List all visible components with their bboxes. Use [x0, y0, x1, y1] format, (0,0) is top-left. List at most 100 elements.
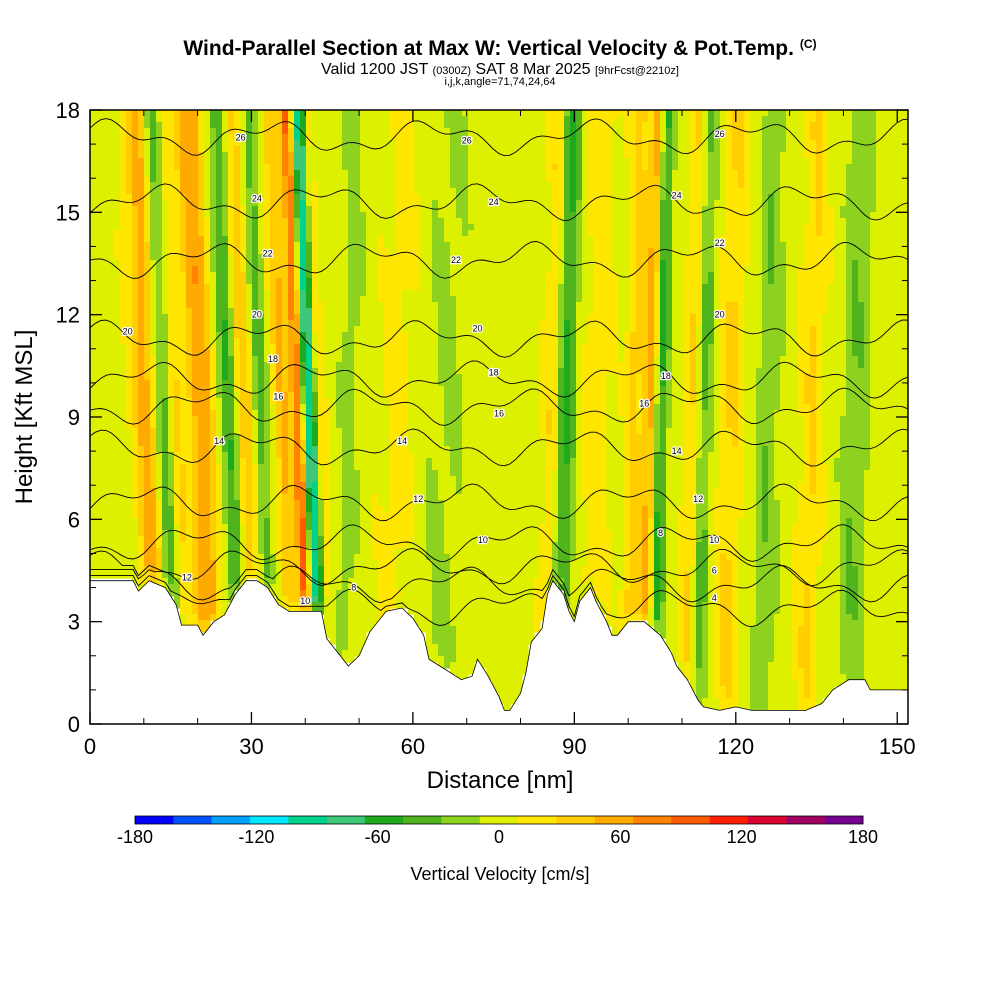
x-tick-label: 150 [879, 734, 916, 759]
x-tick-label: 30 [239, 734, 263, 759]
colorbar-tick-label: 0 [494, 827, 504, 847]
colorbar-swatch [594, 816, 634, 824]
theta-contours [90, 118, 908, 628]
y-tick-label: 18 [56, 98, 80, 123]
y-tick-label: 9 [68, 405, 80, 430]
contour-label: 24 [489, 197, 499, 207]
y-tick-label: 0 [68, 712, 80, 737]
x-axis: 0 30 60 90 120 150 [84, 110, 916, 759]
contour-labels: 26 26 26 24 24 24 22 22 22 20 20 20 20 18 18 18 16 16 16 14… [121, 128, 725, 608]
terrain [89, 579, 909, 725]
theta-contour-20 [90, 319, 908, 358]
contour-label: 26 [236, 132, 246, 142]
contour-label: 6 [712, 566, 717, 576]
colorbar-swatch [709, 816, 749, 824]
colorbar-swatch [441, 816, 481, 824]
theta-contour-16 [90, 387, 908, 426]
colorbar-swatch [135, 816, 174, 824]
contour-label: 16 [273, 392, 283, 402]
y-axis-title: Height [Kft MSL] [11, 329, 38, 505]
theta-contour-22 [90, 241, 908, 279]
colorbar-swatch [249, 816, 289, 824]
vertical-velocity-heatmap [90, 110, 908, 711]
colorbar-swatch [364, 816, 404, 824]
contour-label: 12 [693, 494, 703, 504]
chart-subtitle: Valid 1200 JST (0300Z) SAT 8 Mar 2025 [9… [321, 61, 679, 78]
colorbar-swatch [671, 816, 711, 824]
theta-contour-18 [90, 360, 908, 399]
colorbar-tick-label: -120 [238, 827, 274, 847]
copyright-mark: (C) [799, 37, 817, 51]
theta-contour-26 [90, 118, 908, 157]
x-tick-label: 60 [401, 734, 425, 759]
grid-indices: i,j,k,angle=71,74,24,64 [444, 76, 556, 88]
contour-label: 22 [263, 248, 273, 258]
y-tick-label: 12 [56, 303, 80, 328]
x-tick-label: 0 [84, 734, 96, 759]
contour-label: 12 [182, 572, 192, 582]
colorbar-frame [134, 815, 864, 825]
colorbar: -180 -120 -60 0 60 120 180 [117, 815, 878, 847]
contour-label: 8 [658, 528, 663, 538]
colorbar-label: Vertical Velocity [cm/s] [410, 864, 590, 884]
contour-label: 8 [351, 583, 356, 593]
theta-contour-10 [90, 524, 908, 562]
colorbar-swatch [173, 816, 213, 824]
colorbar-swatch [211, 816, 251, 824]
colorbar-swatch [748, 816, 787, 824]
contour-label: 22 [715, 238, 725, 248]
colorbar-swatch [556, 816, 596, 824]
contour-label: 20 [472, 323, 482, 333]
contour-label: 18 [661, 371, 671, 381]
theta-contour-8 [90, 548, 908, 587]
contour-label: 12 [413, 494, 423, 504]
x-axis-title: Distance [nm] [426, 767, 574, 794]
theta-contour-6 [90, 565, 908, 604]
contour-label: 20 [715, 310, 725, 320]
contour-label: 4 [712, 593, 717, 603]
contour-label: 24 [672, 190, 682, 200]
theta-contour-12 [90, 483, 908, 522]
contour-label: 18 [489, 368, 499, 378]
colorbar-swatch [824, 816, 864, 824]
contour-label: 10 [300, 596, 310, 606]
contour-label: 14 [672, 446, 682, 456]
contour-label: 20 [123, 327, 133, 337]
x-tick-label: 90 [562, 734, 586, 759]
contour-label: 26 [715, 129, 725, 139]
chart-title: Wind-Parallel Section at Max W: Vertical… [183, 37, 817, 60]
colorbar-tick-label: 120 [727, 827, 757, 847]
contour-label: 16 [639, 398, 649, 408]
contour-label: 10 [478, 535, 488, 545]
theta-contour-4 [90, 574, 908, 628]
colorbar-tick-label: 60 [610, 827, 630, 847]
contour-label: 22 [451, 255, 461, 265]
terrain-mask [89, 579, 909, 725]
colorbar-tick-label: 180 [848, 827, 878, 847]
contour-label: 24 [252, 194, 262, 204]
colorbar-swatch [403, 816, 442, 824]
contour-label: 20 [252, 310, 262, 320]
colorbar-swatch [479, 816, 519, 824]
colorbar-swatch [786, 816, 826, 824]
colorbar-tick-label: -180 [117, 827, 153, 847]
x-tick-label: 120 [717, 734, 754, 759]
y-tick-label: 6 [68, 507, 80, 532]
colorbar-swatch [633, 816, 672, 824]
y-tick-label: 15 [56, 200, 80, 225]
y-tick-label: 3 [68, 610, 80, 635]
contour-label: 14 [397, 436, 407, 446]
contour-label: 10 [709, 535, 719, 545]
theta-contour-14 [90, 428, 908, 467]
colorbar-tick-label: -60 [365, 827, 391, 847]
colorbar-swatch [326, 816, 366, 824]
contour-label: 26 [462, 136, 472, 146]
colorbar-swatch [288, 816, 327, 824]
colorbar-swatch [518, 816, 557, 824]
contour-label: 18 [268, 354, 278, 364]
theta-contour-24 [90, 183, 908, 221]
contour-label: 14 [214, 436, 224, 446]
y-axis: 0 3 6 9 12 15 18 [56, 98, 908, 737]
contour-label: 16 [494, 409, 504, 419]
